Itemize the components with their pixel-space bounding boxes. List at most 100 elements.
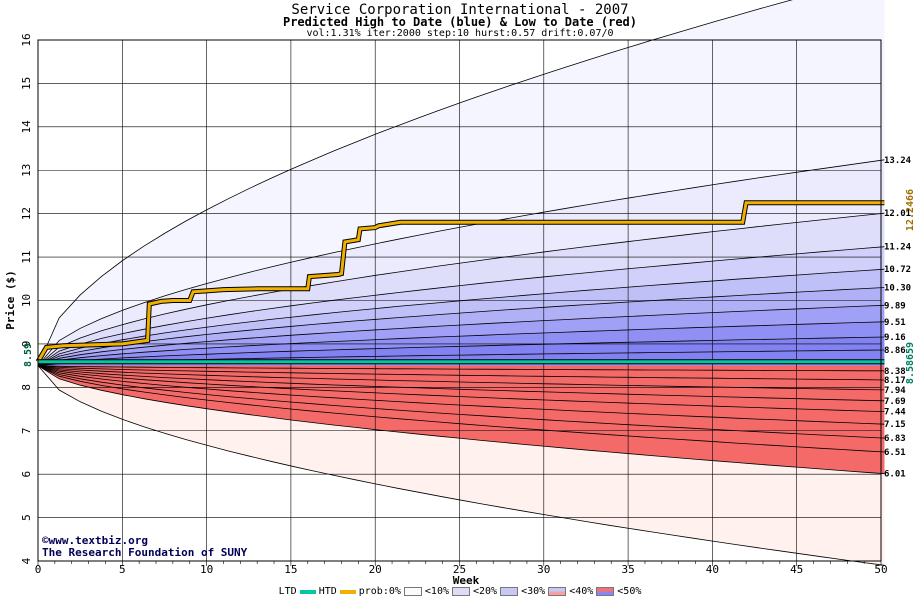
y-tick-label: 11 [20, 250, 33, 263]
series-lines [35, 200, 885, 365]
y-tick-label: 5 [20, 514, 33, 521]
upper-band [38, 0, 885, 366]
credit-organization: The Research Foundation of SUNY [42, 546, 248, 559]
legend-swatch-20 [452, 587, 470, 596]
band-boundary-line [37, 268, 885, 366]
legend-swatch-30 [500, 587, 519, 596]
y-tick-label: 13 [20, 164, 33, 177]
x-tick-label: 30 [537, 563, 550, 576]
chart-title: Service Corporation International - 2007 [291, 2, 629, 18]
y-tick-label: 16 [20, 33, 33, 46]
band-end-label: 6.83 [884, 434, 906, 444]
y-tick-label: 8 [20, 384, 33, 391]
ltd-end-label: 8.58659 [905, 342, 916, 384]
y-tick-label: 10 [20, 294, 33, 307]
legend-swatch-50 [596, 587, 615, 596]
upper-band [38, 213, 885, 366]
legend-p20-label: <20% [473, 586, 498, 597]
band-end-label: 9.16 [884, 333, 906, 343]
y-tick-label: 9 [20, 341, 33, 348]
legend-htd-swatch [339, 589, 356, 594]
band-boundary-line [37, 287, 885, 366]
legend: LTD HTD prob:0% <10% <20% <30% <40% <50% [0, 586, 920, 597]
x-tick-label: 25 [453, 563, 466, 576]
htd-line [36, 201, 885, 363]
legend-prob-label: prob:0% [358, 586, 401, 597]
x-tick-label: 45 [790, 563, 803, 576]
band-end-label: 11.24 [884, 243, 912, 253]
band-boundary-line [37, 365, 885, 453]
band-boundary-line [37, 212, 885, 366]
x-tick-label: 20 [369, 563, 382, 576]
band-end-label: 13.24 [884, 156, 912, 166]
x-tick-label: 5 [119, 563, 126, 576]
legend-ltd-label: LTD [278, 586, 297, 597]
start-price-label: 8.59 [23, 343, 34, 367]
band-boundary-line [37, 365, 885, 439]
band-boundary-line [37, 365, 885, 412]
x-axis-label: Week [453, 574, 480, 587]
band-boundary-line [37, 246, 885, 366]
legend-swatch-10 [403, 587, 422, 596]
legend-p40-label: <40% [569, 586, 594, 597]
band-end-label: 8.38 [884, 367, 906, 377]
upper-band [38, 305, 885, 366]
legend-p10-label: <10% [424, 586, 449, 597]
upper-band [38, 269, 885, 366]
band-boundary-line [37, 365, 885, 566]
band-end-label: 6.01 [884, 470, 906, 480]
band-end-label: 10.72 [884, 265, 911, 275]
band-end-label: 12.01 [884, 209, 911, 219]
legend-p30-label: <30% [521, 586, 546, 597]
x-tick-label: 50 [874, 563, 887, 576]
y-tick-label: 6 [20, 471, 33, 478]
band-boundary-line [37, 336, 885, 366]
probability-bands [38, 0, 885, 566]
upper-band [38, 287, 885, 366]
band-end-label: 8.86 [884, 346, 906, 356]
band-boundary-line [37, 365, 885, 381]
band-end-label: 8.17 [884, 376, 906, 386]
band-boundary-line [37, 304, 885, 366]
band-end-label: 9.51 [884, 318, 906, 328]
y-tick-label: 4 [20, 557, 33, 564]
lower-band [38, 365, 885, 474]
band-end-label: 7.69 [884, 397, 906, 407]
legend-swatch-40 [548, 587, 567, 596]
band-end-label: 10.30 [884, 283, 911, 293]
axes: 0 5 10 15 20 25 30 35 40 45 5045678910111213141516… [20, 33, 912, 576]
y-tick-label: 12 [20, 207, 33, 220]
band-lines [37, 0, 885, 566]
band-boundary-line [37, 0, 793, 366]
band-boundary-line [37, 365, 885, 425]
credit-website: ©www.textbiz.org [42, 534, 148, 547]
band-boundary-line [37, 365, 885, 391]
upper-band [38, 246, 885, 366]
chart-params: vol:1.31% iter:2000 step:10 hurst:0.57 d… [306, 28, 614, 39]
y-axis-label: Price ($) [4, 270, 17, 330]
band-end-label: 7.15 [884, 420, 906, 430]
legend-ltd-swatch [299, 589, 316, 594]
band-end-label: 6.51 [884, 448, 906, 458]
chart-subtitle: Predicted High to Date (blue) & Low to D… [282, 15, 637, 29]
y-tick-label: 15 [20, 77, 33, 90]
band-boundary-line [37, 365, 885, 475]
x-tick-label: 35 [621, 563, 634, 576]
band-boundary-line [37, 159, 885, 366]
band-end-label: 7.44 [884, 408, 906, 418]
band-end-label: 9.89 [884, 301, 906, 311]
x-tick-label: 40 [706, 563, 719, 576]
htd-end-label: 12.2466 [905, 189, 916, 231]
x-tick-label: 10 [200, 563, 213, 576]
band-end-label: 7.94 [884, 386, 906, 396]
band-boundary-line [37, 365, 885, 402]
x-tick-label: 15 [284, 563, 297, 576]
legend-htd-label: HTD [318, 586, 337, 597]
y-tick-label: 14 [20, 120, 33, 134]
band-boundary-line [37, 365, 885, 372]
band-boundary-line [37, 321, 885, 366]
x-tick-label: 0 [35, 563, 42, 576]
y-tick-label: 7 [20, 427, 33, 434]
legend-p50-label: <50% [617, 586, 642, 597]
